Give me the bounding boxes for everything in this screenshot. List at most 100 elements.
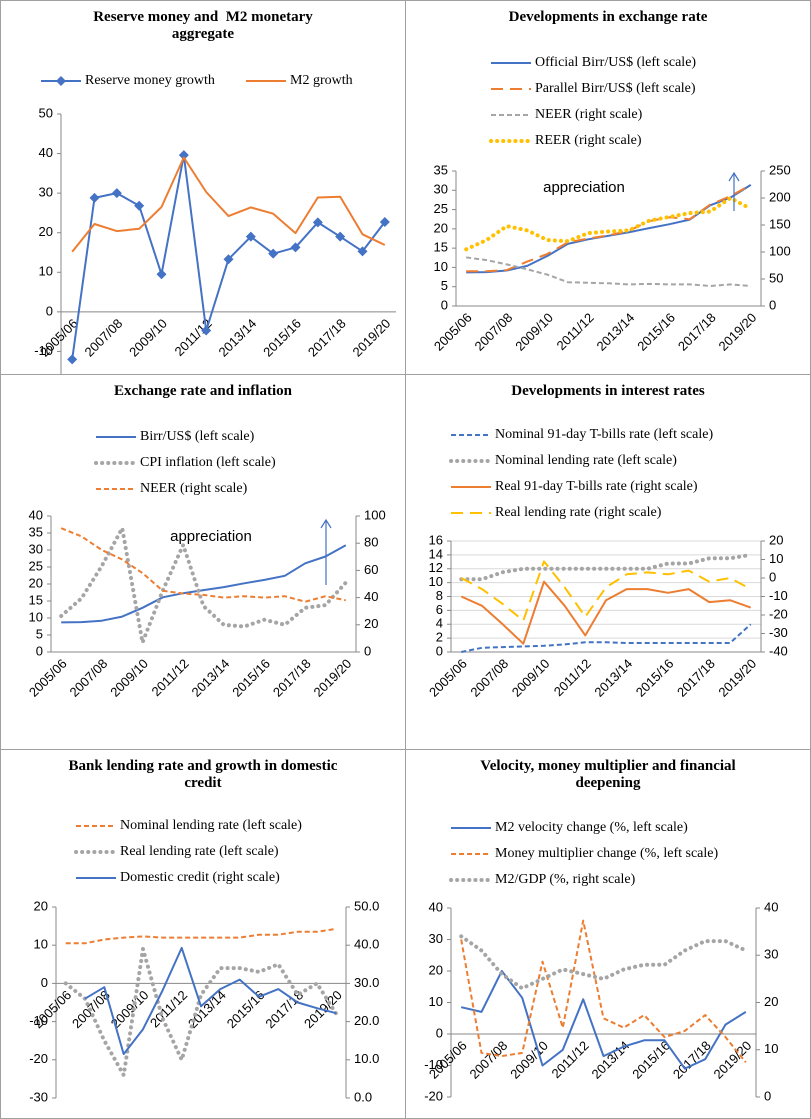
y-tick-label: -20 xyxy=(29,1051,48,1066)
x-tick-label: 2007/08 xyxy=(472,310,516,354)
y2-tick-label: 20 xyxy=(769,532,783,547)
y-tick-label: 15 xyxy=(434,240,448,255)
y-tick-label: 20 xyxy=(29,575,43,590)
y-tick-label: 10 xyxy=(39,264,53,279)
y-tick-label: 20 xyxy=(429,962,443,977)
y-tick-label: -20 xyxy=(424,1088,443,1103)
annotation: appreciation xyxy=(543,179,625,196)
annotation-arrowhead xyxy=(320,518,332,529)
y2-tick-label: 10 xyxy=(769,551,783,566)
legend-label: NEER (right scale) xyxy=(140,481,248,496)
x-tick-label: 2015/16 xyxy=(634,310,678,354)
y-tick-label: 20 xyxy=(34,898,48,913)
y-tick-label: 10 xyxy=(34,937,48,952)
y2-tick-label: 100 xyxy=(364,507,386,522)
y-tick-label: 30 xyxy=(39,185,53,200)
y-tick-label: 0 xyxy=(436,1025,443,1040)
y-tick-label: 14 xyxy=(429,546,443,561)
y2-tick-label: 30.0 xyxy=(354,975,379,990)
x-tick-label: 2011/12 xyxy=(149,656,192,699)
series-line xyxy=(464,196,753,252)
legend-label: Real 91-day T-bills rate (right scale) xyxy=(495,479,698,494)
legend-label: NEER (right scale) xyxy=(535,107,643,122)
y-tick-label: 25 xyxy=(29,558,43,573)
x-tick-label: 2013/14 xyxy=(589,1038,633,1082)
y-tick-label: 35 xyxy=(29,524,43,539)
y2-tick-label: 0 xyxy=(364,643,371,658)
y2-tick-label: 200 xyxy=(769,189,791,204)
chart: 0 5 10 15 20 25 30 35 0 50 100 150 200 250 2005/062007… xyxy=(431,55,791,354)
point-marker xyxy=(357,246,368,257)
series-line xyxy=(459,552,753,582)
point-marker xyxy=(201,325,212,336)
series-line xyxy=(71,156,386,253)
y2-tick-label: 20.0 xyxy=(354,1013,379,1028)
chart-panel: -20-10010203040502005/062007/082009/1020… xyxy=(0,0,406,375)
y-tick-label: 0 xyxy=(36,643,43,658)
point-marker xyxy=(335,231,346,242)
x-tick-label: 2017/18 xyxy=(270,656,314,700)
y-tick-label: 30 xyxy=(434,182,448,197)
y2-tick-label: 0 xyxy=(764,1088,771,1103)
x-tick-label: 2007/08 xyxy=(467,1038,511,1082)
y2-tick-label: 10 xyxy=(764,1041,778,1056)
point-marker xyxy=(223,254,234,265)
point-marker xyxy=(290,242,301,253)
x-tick-label: 2019/20 xyxy=(716,310,760,354)
x-tick-label: 2005/06 xyxy=(37,316,81,360)
y-tick-label: -30 xyxy=(29,1089,48,1104)
annotation: appreciation xyxy=(170,528,252,545)
y-tick-label: 0 xyxy=(41,975,48,990)
series-line xyxy=(460,560,752,622)
x-tick-label: 2007/08 xyxy=(67,656,111,700)
legend-label: M2/GDP (%, right scale) xyxy=(495,872,636,887)
point-marker xyxy=(245,231,256,242)
y-tick-label: 2 xyxy=(436,630,443,645)
series-line xyxy=(460,919,747,1064)
y2-tick-label: 40.0 xyxy=(354,937,379,952)
x-tick-label: 2013/14 xyxy=(591,656,635,700)
x-tick-label: 2015/16 xyxy=(633,656,677,700)
y-tick-label: 10 xyxy=(434,259,448,274)
legend-label: M2 growth xyxy=(290,73,353,88)
series-line xyxy=(65,927,337,945)
y2-tick-label: 0 xyxy=(769,297,776,312)
x-tick-label: 2007/08 xyxy=(467,656,511,700)
y2-tick-label: -30 xyxy=(769,625,788,640)
x-tick-label: 2009/10 xyxy=(512,310,556,354)
y-tick-label: 40 xyxy=(39,145,53,160)
legend-label: Nominal 91-day T-bills rate (left scale) xyxy=(495,427,713,442)
y2-tick-label: 50 xyxy=(769,270,783,285)
y2-tick-label: 20 xyxy=(364,616,378,631)
series-line xyxy=(466,184,752,274)
y-tick-label: -10 xyxy=(424,1057,443,1072)
x-tick-label: 2015/16 xyxy=(229,656,273,700)
y-tick-label: 25 xyxy=(434,201,448,216)
point-marker xyxy=(134,200,145,211)
y2-tick-label: 30 xyxy=(764,947,778,962)
y2-tick-label: 0 xyxy=(769,569,776,584)
series-line xyxy=(63,947,339,1078)
chart: -20-100102030400102030402005/062007/0820… xyxy=(424,820,778,1103)
x-tick-label: 2009/10 xyxy=(507,1038,551,1082)
series-line xyxy=(61,544,347,624)
x-tick-label: 2017/18 xyxy=(674,656,718,700)
legend-label: Official Birr/US$ (left scale) xyxy=(535,55,696,70)
point-marker xyxy=(156,269,167,280)
y-tick-label: 0 xyxy=(46,303,53,318)
legend-label: Birr/US$ (left scale) xyxy=(140,429,255,444)
y-tick-label: 30 xyxy=(29,541,43,556)
x-tick-label: 2005/06 xyxy=(26,656,70,700)
legend-label: REER (right scale) xyxy=(535,133,642,148)
y-tick-label: 10 xyxy=(29,609,43,624)
y2-tick-label: -20 xyxy=(769,606,788,621)
x-tick-label: 2013/14 xyxy=(189,656,233,700)
chart-title: Velocity, money multiplier and financial… xyxy=(480,758,740,791)
y-tick-label: -10 xyxy=(29,1013,48,1028)
x-tick-label: 2019/20 xyxy=(311,656,355,700)
y2-tick-label: 50.0 xyxy=(354,898,379,913)
point-marker xyxy=(312,217,323,228)
y2-tick-label: 100 xyxy=(769,243,791,258)
x-tick-label: 2011/12 xyxy=(554,310,597,353)
x-tick-label: 2019/20 xyxy=(350,316,394,360)
